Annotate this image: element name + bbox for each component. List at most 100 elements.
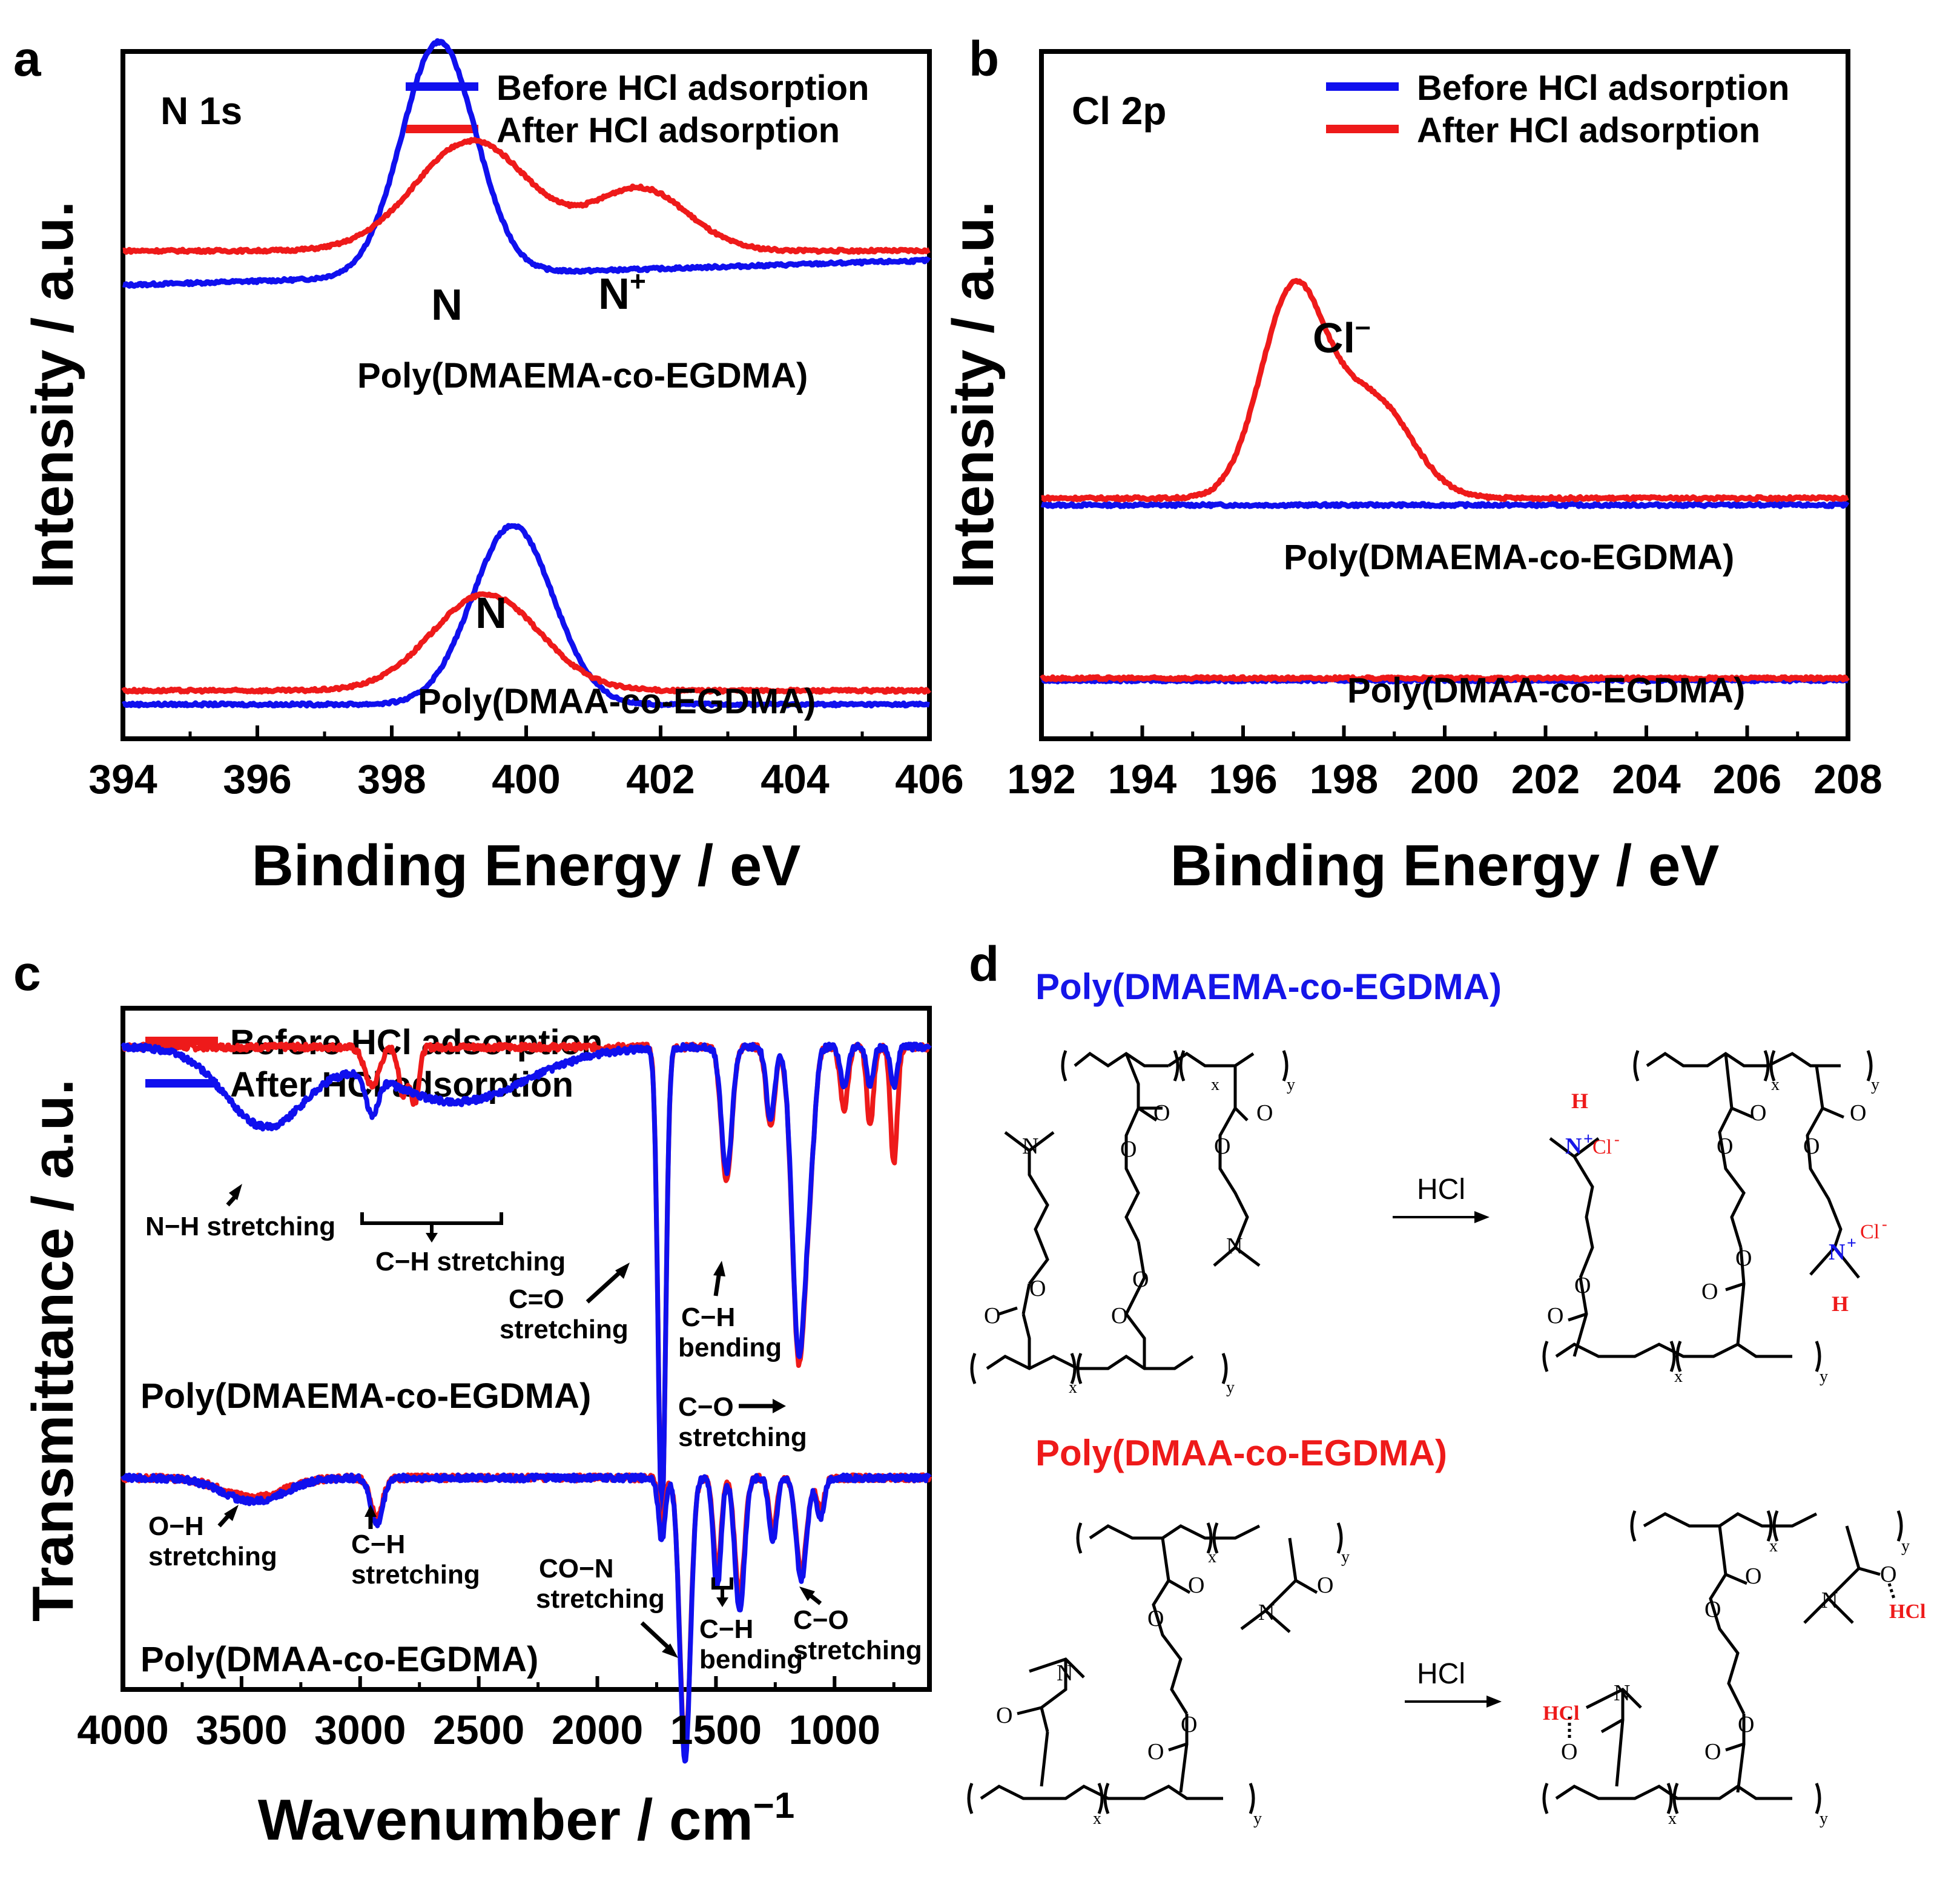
arrowhead-ch2 (365, 1505, 377, 1517)
reagent-top: HCl (1417, 1174, 1465, 1206)
annotation-cso2-line1: C−O (793, 1605, 849, 1635)
atom-o-bp3: O (1738, 1712, 1754, 1737)
annotation-nh-stretching: N−H stretching (145, 1212, 335, 1241)
ester-chain-2 (1233, 1066, 1249, 1121)
paren-4 (1282, 1050, 1289, 1081)
x-tick-label: 1500 (670, 1707, 762, 1753)
annotation-con-line2: stretching (536, 1584, 665, 1614)
x-tick-label: 194 (1108, 756, 1177, 802)
annotation-ch2-line2: stretching (351, 1560, 480, 1590)
paren-5 (970, 1353, 977, 1384)
sample-label-top-b: Poly(DMAEMA-co-EGDMA) (1284, 538, 1734, 577)
peak-label-nplus-a-sup: + (630, 265, 646, 297)
x-axis-ticks-c: 4000 3500 3000 2500 2000 1500 1000 (77, 1676, 896, 1753)
spectrum-tag-a: N 1s (160, 89, 242, 133)
annotations-bottom-c: O−H stretching C−H stretching CO−N stret… (148, 1505, 922, 1674)
product-dimethyl-2 (1809, 1246, 1860, 1279)
annotation-cso2-line2: stretching (793, 1636, 922, 1665)
arrowhead-co (615, 1263, 630, 1279)
sample-label-bottom-a: Poly(DMAA-co-EGDMA) (418, 682, 816, 721)
x-tick-label: 400 (492, 756, 560, 802)
atom-o-4: O (1256, 1100, 1273, 1126)
subscript-x-1: x (1211, 1075, 1219, 1094)
atom-n-bp2: N (1614, 1680, 1630, 1706)
annotation-ch-bending2-line1: C−H (699, 1614, 753, 1644)
charge-minus-2: - (1882, 1215, 1887, 1233)
sample-label-bottom-b: Poly(DMAA-co-EGDMA) (1347, 671, 1745, 710)
annotation-co-line1: C=O (509, 1284, 564, 1314)
atom-o-p1: O (1750, 1100, 1766, 1126)
paren-p2 (1763, 1050, 1770, 1081)
annotation-oh-line2: stretching (148, 1542, 277, 1571)
bottom-glycol (1152, 1537, 1191, 1715)
amine-chain-1 (1004, 1131, 1055, 1285)
x-tick-label: 192 (1007, 756, 1075, 802)
sample-label-bottom-c: Poly(DMAA-co-EGDMA) (140, 1640, 538, 1679)
arrowhead-con (662, 1643, 678, 1658)
product-glycol (1718, 1053, 1754, 1248)
x-tick-label: 208 (1813, 756, 1882, 802)
series-line (122, 38, 931, 289)
atom-o-3: O (1132, 1267, 1149, 1292)
x-tick-label: 398 (357, 756, 426, 802)
curves-c (120, 1042, 932, 1764)
atom-o-b1: O (1188, 1573, 1204, 1598)
x-tick-label: 2000 (552, 1707, 643, 1753)
atom-o-p8: O (1701, 1279, 1718, 1304)
legend-label-before-b: Before HCl adsorption (1417, 68, 1790, 108)
amine-chain-2 (1218, 1107, 1249, 1248)
paren-b4 (1336, 1522, 1343, 1554)
product-amine-2 (1806, 1065, 1844, 1248)
series-line (122, 137, 931, 255)
bp-glycol (1709, 1525, 1747, 1715)
x-tick-label: 200 (1410, 756, 1479, 802)
atom-o-2: O (1120, 1137, 1137, 1162)
arrowhead-ch-bending (713, 1261, 725, 1276)
y-axis-label-b: Intensity / a.u. (941, 201, 1006, 589)
y-axis-label-c: Transmittance / a.u. (21, 1079, 85, 1622)
curves-b (1040, 278, 1850, 685)
x-axis-ticks-b: 192 194 196 198 200 202 204 206 208 (1007, 725, 1882, 802)
subscript-x-bp2: x (1668, 1809, 1677, 1828)
x-tick-label: 202 (1511, 756, 1580, 802)
backbone-bp-lower (1555, 1784, 1792, 1800)
charge-plus-1: + (1583, 1130, 1593, 1149)
arrowhead-ch-stretching (426, 1233, 438, 1243)
panel-letter-d: d (969, 937, 999, 992)
peak-label-nplus-a-base: N (598, 270, 630, 319)
paren-2 (1173, 1050, 1180, 1081)
paren-bp1 (1630, 1510, 1637, 1542)
atom-h-product-1: H (1571, 1089, 1588, 1113)
paren-1 (1061, 1050, 1067, 1081)
atom-o-5: O (1214, 1134, 1230, 1159)
peak-label-cl-b: Cl– (1313, 310, 1371, 362)
subscript-y-2: y (1226, 1378, 1235, 1397)
x-tick-label: 4000 (77, 1707, 168, 1753)
atom-h-product-2: H (1832, 1292, 1849, 1316)
atom-o-bp2: O (1704, 1597, 1721, 1622)
y-axis-label-a: Intensity / a.u. (21, 201, 85, 589)
series-line (1040, 278, 1849, 503)
annotation-ch-bending2-line2: bending (699, 1645, 803, 1674)
paren-6 (1070, 1353, 1077, 1384)
atom-nplus-product-2: N (1829, 1240, 1845, 1265)
paren-p7 (1675, 1341, 1682, 1372)
atom-o-bp1: O (1745, 1564, 1761, 1589)
subscript-x-bp1: x (1769, 1537, 1778, 1556)
paren-bp8 (1815, 1783, 1821, 1814)
paren-b8 (1249, 1783, 1255, 1814)
x-tick-label: 2500 (433, 1707, 524, 1753)
legend-label-after-a: After HCl adsorption (497, 111, 840, 150)
peak-label-n2-a: N (475, 589, 507, 638)
series-line (121, 591, 932, 695)
paren-3 (1179, 1050, 1186, 1081)
series-line (1040, 674, 1850, 682)
paren-p8 (1815, 1341, 1821, 1372)
product-ester-2 (1725, 1247, 1746, 1345)
x-axis-ticks-a: 394 396 398 400 402 404 406 (88, 725, 964, 802)
atoms-dmaa-reactant: O O O O O N N O x y x y (996, 1548, 1350, 1828)
panel-a: a N 1s Before HCl adsorption After HCl a… (13, 31, 964, 898)
plot-frame-c (120, 1006, 932, 1692)
atom-o-p7: O (1547, 1303, 1563, 1329)
